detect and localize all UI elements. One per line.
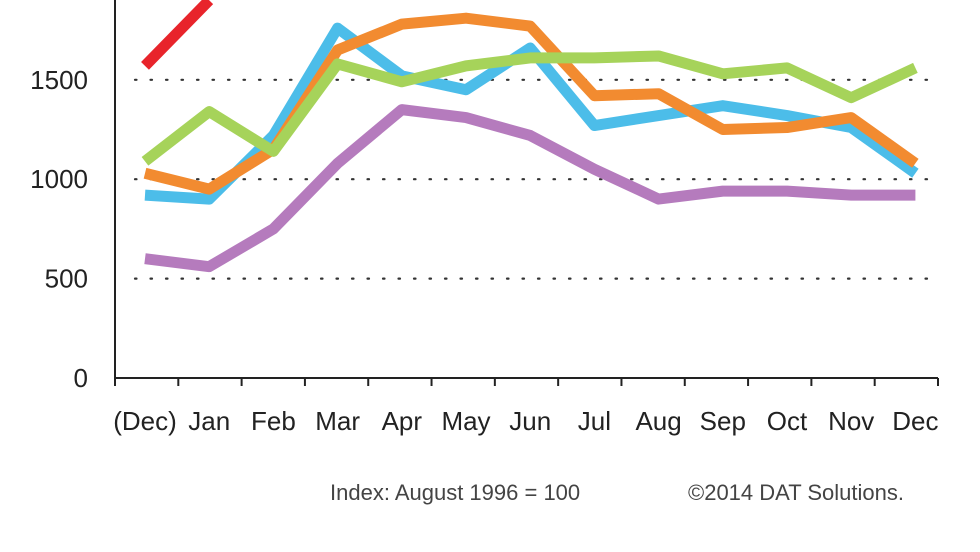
y-tick-label: 1000 bbox=[30, 164, 88, 194]
x-tick-label: (Dec) bbox=[113, 406, 177, 436]
x-tick-label: Feb bbox=[251, 406, 296, 436]
x-tick-label: Jan bbox=[188, 406, 230, 436]
x-tick-label: Oct bbox=[767, 406, 808, 436]
series-line-2 bbox=[144, 22, 919, 205]
y-tick-label: 0 bbox=[74, 363, 88, 393]
x-tick-label: Dec bbox=[892, 406, 938, 436]
series-line-1 bbox=[141, 0, 214, 70]
x-tick-label: Nov bbox=[828, 406, 874, 436]
x-tick-label: Sep bbox=[700, 406, 746, 436]
x-tick-label: Jun bbox=[509, 406, 551, 436]
y-tick-label: 500 bbox=[45, 264, 88, 294]
x-tick-label: May bbox=[441, 406, 490, 436]
series-line-4 bbox=[141, 50, 918, 166]
gridlines bbox=[133, 78, 940, 280]
axes bbox=[114, 0, 939, 386]
series-line-5 bbox=[144, 104, 916, 273]
x-tick-label: Jul bbox=[578, 406, 611, 436]
tick-labels: 0 500 1000 1500 (Dec) Jan Feb Mar Apr May Jun Jul Au… bbox=[30, 65, 938, 436]
series-lines bbox=[141, 0, 919, 273]
index-note: Index: August 1996 = 100 bbox=[330, 480, 581, 505]
y-tick-label: 1500 bbox=[30, 65, 88, 95]
x-tick-label: Aug bbox=[635, 406, 681, 436]
x-tick-label: Mar bbox=[315, 406, 360, 436]
copyright-note: ©2014 DAT Solutions. bbox=[688, 480, 904, 505]
x-tick-label: Apr bbox=[382, 406, 423, 436]
